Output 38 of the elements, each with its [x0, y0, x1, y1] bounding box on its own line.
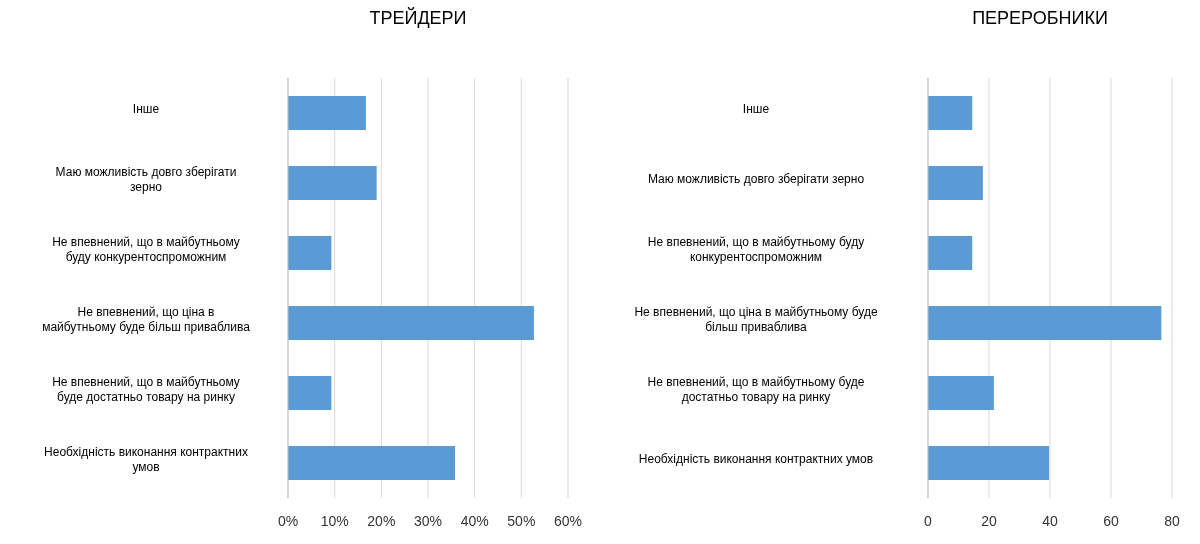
y-tick-label: Не впевнений, що в майбутньому буде достатньо товару на ринку — [647, 374, 865, 404]
x-tick-label: 60 — [1103, 512, 1119, 529]
y-tick-label: Необхідність виконання контрактних умов — [638, 452, 874, 466]
x-tick-label: 20 — [981, 512, 997, 529]
bar — [288, 306, 534, 340]
x-tick-label: 50% — [507, 512, 536, 529]
bar — [288, 236, 332, 270]
bar — [928, 306, 1162, 340]
y-tick-label: Не впевнений, що в майбутньому буду конкурентоспроможним — [52, 234, 240, 264]
bar — [288, 166, 377, 200]
y-tick-label: Інше — [742, 102, 770, 116]
x-tick-label: 40 — [1042, 512, 1058, 529]
bar — [288, 376, 332, 410]
y-tick-label: Маю можливість довго зберігати зерно — [55, 164, 237, 194]
chart-title: ПЕРЕРОБНИКИ — [971, 8, 1109, 30]
y-tick-label: Інше — [132, 102, 160, 116]
x-tick-label: 80 — [1164, 512, 1180, 529]
x-tick-label: 60% — [553, 512, 583, 529]
y-tick-label: Не впевнений, що в майбутньому буду конкурентоспроможним — [647, 234, 865, 264]
x-tick-label: 40% — [460, 512, 489, 529]
x-tick-label: 30% — [413, 512, 443, 529]
y-tick-label: Маю можливість довго зберігати зерно — [647, 172, 865, 186]
bar — [288, 446, 456, 480]
chart-title: ТРЕЙДЕРИ — [368, 8, 468, 30]
bar — [928, 446, 1050, 480]
x-tick-label: 20% — [367, 512, 396, 529]
x-tick-label: 10% — [320, 512, 349, 529]
x-tick-label: 0 — [924, 512, 933, 529]
bar — [288, 96, 366, 130]
x-tick-label: 0% — [277, 512, 299, 529]
y-tick-label: Не впевнений, що ціна в майбутньому буде більш приваблива — [42, 304, 251, 334]
y-tick-label: Необхідність виконання контрактних умов — [44, 444, 248, 474]
bar — [928, 376, 994, 410]
bar — [928, 236, 973, 270]
bar — [928, 166, 983, 200]
y-tick-label: Не впевнений, що ціна в майбутньому буде більш приваблива — [634, 304, 878, 334]
y-tick-label: Не впевнений, що в майбутньому буде достатньо товару на ринку — [52, 374, 240, 404]
bar — [928, 96, 973, 130]
